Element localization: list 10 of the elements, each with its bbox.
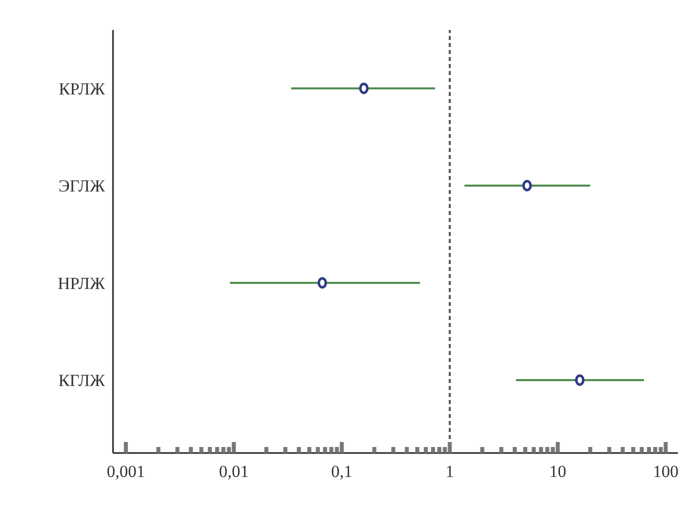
y-tick-label: КРЛЖ (58, 79, 106, 98)
y-tick-label: КГЛЖ (58, 371, 106, 390)
x-tick-label: 100 (652, 462, 678, 481)
x-tick-label: 1 (446, 462, 454, 481)
x-tick-label: 0,1 (331, 462, 352, 481)
y-tick-label: ЭГЛЖ (58, 176, 106, 196)
y-tick-label: НРЛЖ (58, 274, 106, 293)
x-tick-label: 0,01 (218, 462, 249, 481)
x-tick-label: 10 (549, 462, 566, 481)
x-tick-label: 0,001 (106, 462, 145, 481)
